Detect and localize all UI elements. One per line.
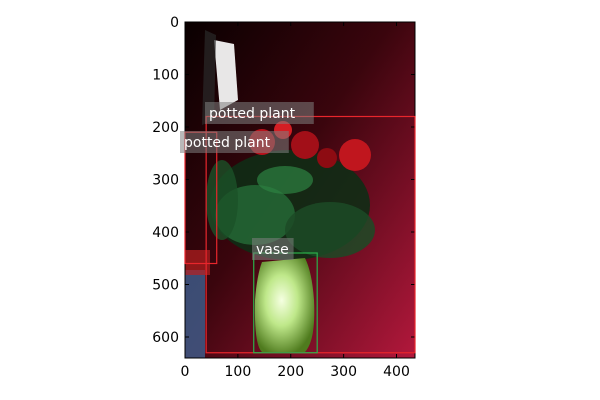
x-tick-label: 100 [225,364,252,380]
x-tick-label: 300 [330,364,357,380]
detection-label: potted plant [209,106,296,122]
y-tick-label: 0 [170,15,179,31]
photo [185,22,415,358]
y-tick-label: 200 [152,120,179,136]
x-tick-label: 400 [383,364,410,380]
detection-label: vase [256,242,289,258]
x-tick-label: 200 [277,364,304,380]
x-tick-label: 0 [181,364,190,380]
detection-label: potted plant [184,135,271,151]
y-tick-label: 300 [152,173,179,189]
y-tick-label: 600 [152,330,179,346]
y-tick-label: 500 [152,278,179,294]
y-tick-label: 400 [152,225,179,241]
y-tick-label: 100 [152,68,179,84]
